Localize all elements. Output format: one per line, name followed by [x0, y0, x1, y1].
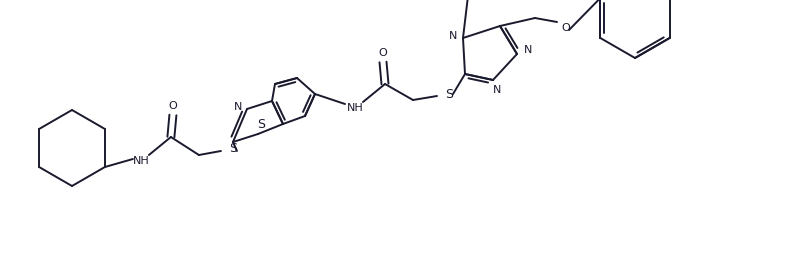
Text: S: S [229, 143, 237, 155]
Text: S: S [257, 119, 265, 131]
Text: N: N [234, 102, 242, 112]
Text: S: S [445, 87, 453, 101]
Text: N: N [493, 85, 501, 95]
Text: NH: NH [132, 156, 149, 166]
Text: N: N [524, 45, 532, 55]
Text: O: O [379, 48, 387, 58]
Text: O: O [169, 101, 177, 111]
Text: N: N [449, 31, 457, 41]
Text: O: O [562, 23, 570, 33]
Text: NH: NH [347, 103, 364, 113]
